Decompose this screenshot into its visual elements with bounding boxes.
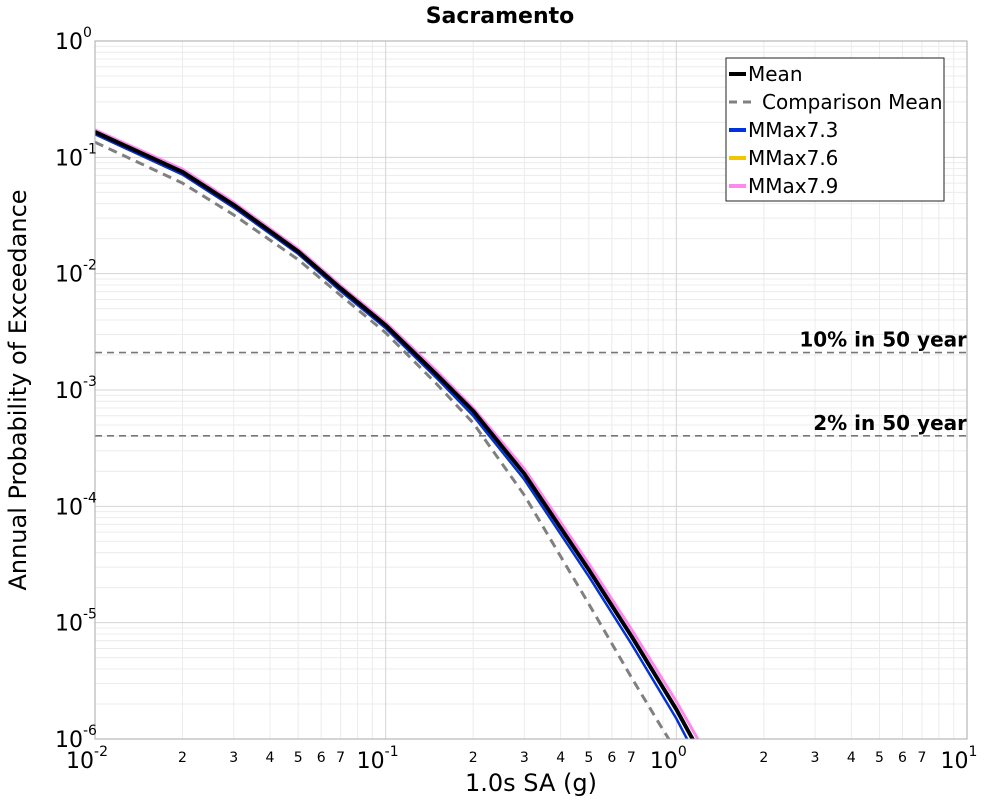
legend-entry-label: Mean xyxy=(748,62,803,86)
chart-title: Sacramento xyxy=(426,4,575,29)
y-tick-label: 100 xyxy=(55,25,92,55)
x-minor-tick-label: 3 xyxy=(229,750,238,766)
reference-line-label: 2% in 50 year xyxy=(813,411,967,435)
x-tick-label: 10-2 xyxy=(66,744,108,774)
y-tick-label: 10-1 xyxy=(55,141,97,171)
y-tick-base: 10 xyxy=(55,379,83,404)
x-minor-tick-label: 6 xyxy=(317,750,326,766)
y-tick-label: 10-4 xyxy=(55,490,97,520)
y-tick-exponent: -3 xyxy=(83,374,97,390)
series-line-mmax7-3 xyxy=(95,133,689,739)
x-minor-tick-label: 4 xyxy=(847,750,856,766)
y-tick-label: 10-3 xyxy=(55,374,97,404)
x-tick-label: 10-1 xyxy=(357,744,399,774)
x-minor-tick-label: 3 xyxy=(520,750,529,766)
y-tick-exponent: -1 xyxy=(83,141,97,157)
y-tick-label: 10-5 xyxy=(55,607,97,637)
x-minor-tick-label: 5 xyxy=(584,750,593,766)
x-minor-tick-label: 4 xyxy=(266,750,275,766)
x-tick-label: 101 xyxy=(941,744,978,774)
x-minor-tick-label: 5 xyxy=(875,750,884,766)
y-tick-exponent: -4 xyxy=(83,490,97,506)
series-lines xyxy=(95,128,700,739)
y-tick-base: 10 xyxy=(55,30,83,55)
y-tick-base: 10 xyxy=(55,263,83,288)
y-tick-label: 10-2 xyxy=(55,258,97,288)
plot-frame xyxy=(94,40,968,740)
legend-entry-label: MMax7.3 xyxy=(748,118,838,142)
x-minor-tick-label: 3 xyxy=(811,750,820,766)
y-tick-exponent: -6 xyxy=(83,723,97,739)
x-minor-tick-label: 7 xyxy=(627,750,636,766)
legend-entry-label: Comparison Mean xyxy=(762,90,943,114)
legend-entry-label: MMax7.6 xyxy=(748,146,838,170)
x-tick-exponent: -2 xyxy=(94,744,108,760)
x-minor-tick-label: 4 xyxy=(556,750,565,766)
series-line-mmax7-9 xyxy=(95,128,700,739)
y-tick-base: 10 xyxy=(55,146,83,171)
x-tick-base: 10 xyxy=(357,749,385,774)
series-line-comparison-mean xyxy=(95,140,671,739)
x-tick-label: 100 xyxy=(650,744,687,774)
legend-entry-label: MMax7.9 xyxy=(748,174,838,198)
x-minor-tick-label: 2 xyxy=(178,750,187,766)
legend-box xyxy=(725,57,945,202)
x-tick-exponent: -1 xyxy=(385,744,399,760)
x-tick-exponent: 0 xyxy=(678,744,687,760)
x-tick-base: 10 xyxy=(650,749,678,774)
x-minor-tick-label: 7 xyxy=(336,750,345,766)
y-tick-base: 10 xyxy=(55,495,83,520)
x-tick-base: 10 xyxy=(66,749,94,774)
y-tick-exponent: -2 xyxy=(83,258,97,274)
x-minor-tick-label: 6 xyxy=(898,750,907,766)
y-tick-base: 10 xyxy=(55,612,83,637)
x-minor-tick-label: 6 xyxy=(607,750,616,766)
legend: Mean Comparison Mean MMax7.3 MMax7.6 MMax7.9 xyxy=(725,57,945,202)
y-tick-exponent: 0 xyxy=(83,25,92,41)
y-tick-exponent: -5 xyxy=(83,607,97,623)
x-minor-tick-label: 7 xyxy=(918,750,927,766)
x-minor-tick-label: 2 xyxy=(469,750,478,766)
reference-lines: 10% in 50 year 2% in 50 year xyxy=(95,328,967,437)
y-tick-base: 10 xyxy=(55,728,83,753)
y-tick-label: 10-6 xyxy=(55,723,97,753)
reference-line-label: 10% in 50 year xyxy=(799,328,967,352)
x-tick-base: 10 xyxy=(941,749,969,774)
y-axis-label: Annual Probability of Exceedance xyxy=(4,189,32,590)
x-minor-tick-label: 5 xyxy=(294,750,303,766)
x-tick-exponent: 1 xyxy=(969,744,978,760)
x-minor-tick-label: 2 xyxy=(759,750,768,766)
x-axis-label: 1.0s SA (g) xyxy=(465,769,597,797)
series-line-mean xyxy=(95,130,695,739)
